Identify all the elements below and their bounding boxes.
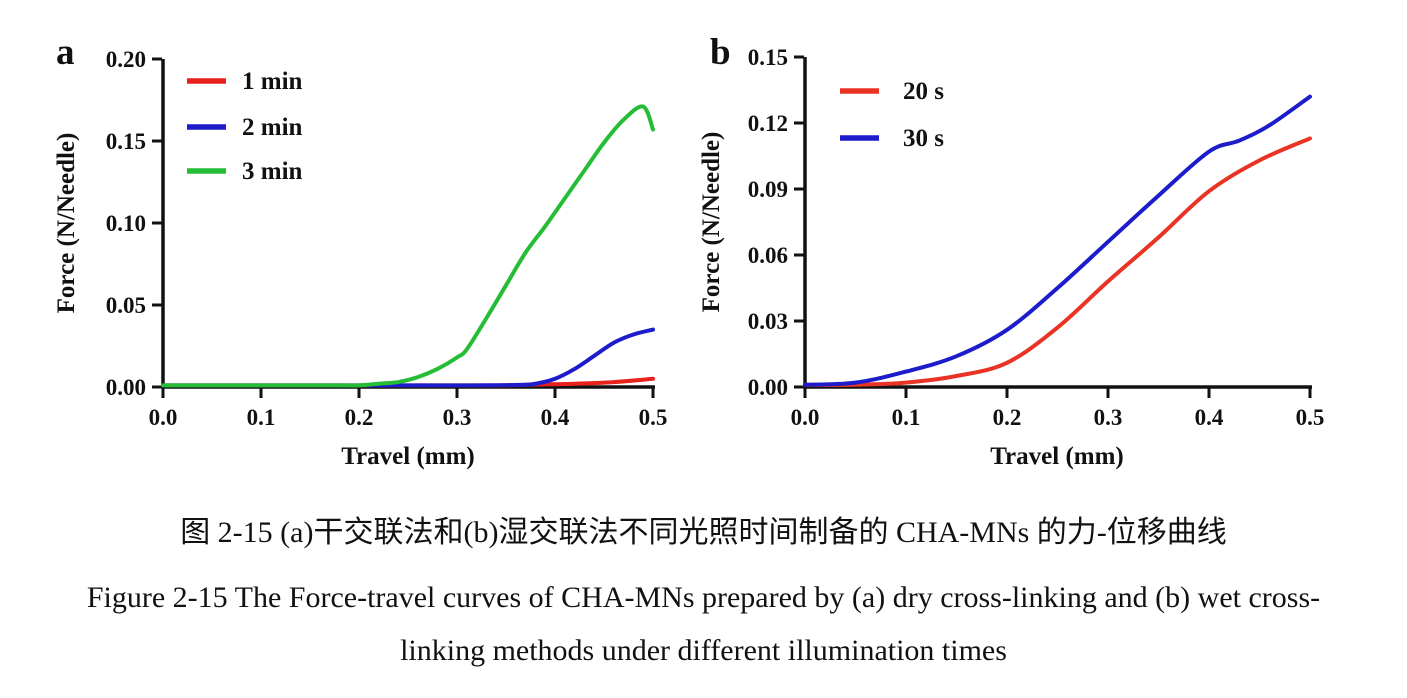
x-tick-label: 0.4 [1195,405,1224,430]
x-tick-label: 0.3 [443,405,472,430]
y-tick-label: 0.05 [106,293,146,318]
legend-label-3-min: 3 min [242,158,303,185]
force-travel-chart-a: 0.0 0.1 0.2 0.3 0.4 0.5 0.00 0.05 0.10 0.15 0.20 Tr… [53,32,668,470]
x-tick-label: 0.2 [345,405,374,430]
y-tick-label: 0.10 [106,211,146,236]
axes [161,59,655,389]
y-tick-label: 0.09 [748,177,788,202]
panel-letter-b: b [710,32,731,73]
panel-letter-a: a [56,32,75,73]
x-tick-label: 0.5 [1296,405,1325,430]
chart-panel-a: 0.0 0.1 0.2 0.3 0.4 0.5 0.00 0.05 0.10 0.15 0.20 Tr… [0,0,700,500]
x-axis-title: Travel (mm) [990,443,1124,470]
curve-2-min [161,327,655,388]
y-tick-label: 0.06 [748,243,788,268]
x-tick-label: 0.3 [1094,405,1123,430]
chart-panel-b: 0.0 0.1 0.2 0.3 0.4 0.5 0.00 0.03 0.06 0.09 0.12 0.… [690,0,1407,500]
force-travel-chart-b: 0.0 0.1 0.2 0.3 0.4 0.5 0.00 0.03 0.06 0.09 0.12 0.… [698,32,1325,470]
x-tick-label: 0.2 [993,405,1022,430]
y-tick-label: 0.15 [748,45,788,70]
y-axis-title: Force (N/Needle) [698,132,725,313]
curve-3-min [161,104,655,388]
x-axis-title: Travel (mm) [341,443,475,470]
x-tick-label: 0.5 [639,405,668,430]
x-tick-label: 0.4 [541,405,570,430]
y-tick-label: 0.03 [748,309,788,334]
legend-label-30-s: 30 s [903,125,944,152]
legend-label-1-min: 1 min [242,68,303,95]
y-axis-title: Force (N/Needle) [53,133,80,314]
caption-english-line2: linking methods under different illumina… [400,634,1007,667]
y-tick-label: 0.00 [106,375,146,400]
x-tick-label: 0.1 [247,405,276,430]
y-tick-label: 0.15 [106,129,146,154]
x-tick-label: 0.0 [791,405,820,430]
x-tick-label: 0.1 [892,405,921,430]
caption-chinese: 图 2-15 (a)干交联法和(b)湿交联法不同光照时间制备的 CHA-MNs … [180,516,1227,549]
axes [803,57,1312,389]
y-tick-label: 0.12 [748,111,788,136]
curve-20-s [803,136,1312,387]
y-tick-label: 0.00 [748,375,788,400]
caption-english-line1: Figure 2-15 The Force-travel curves of C… [86,581,1321,614]
charts-row: 0.0 0.1 0.2 0.3 0.4 0.5 0.00 0.05 0.10 0.15 0.20 Tr… [0,0,1407,500]
curve-30-s [803,94,1312,387]
x-tick-label: 0.0 [149,405,178,430]
y-tick-label: 0.20 [106,47,146,72]
legend-label-20-s: 20 s [903,78,944,105]
legend-label-2-min: 2 min [242,114,303,141]
